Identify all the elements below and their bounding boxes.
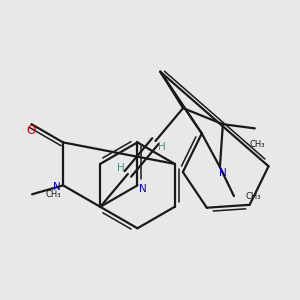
Text: N: N <box>139 184 147 194</box>
Text: CH₃: CH₃ <box>246 192 261 201</box>
Text: N: N <box>219 168 226 178</box>
Text: H: H <box>158 142 166 152</box>
Text: CH₃: CH₃ <box>45 190 61 199</box>
Text: O: O <box>27 124 36 137</box>
Text: CH₃: CH₃ <box>249 140 265 149</box>
Text: N: N <box>53 182 61 192</box>
Text: H: H <box>117 164 125 173</box>
